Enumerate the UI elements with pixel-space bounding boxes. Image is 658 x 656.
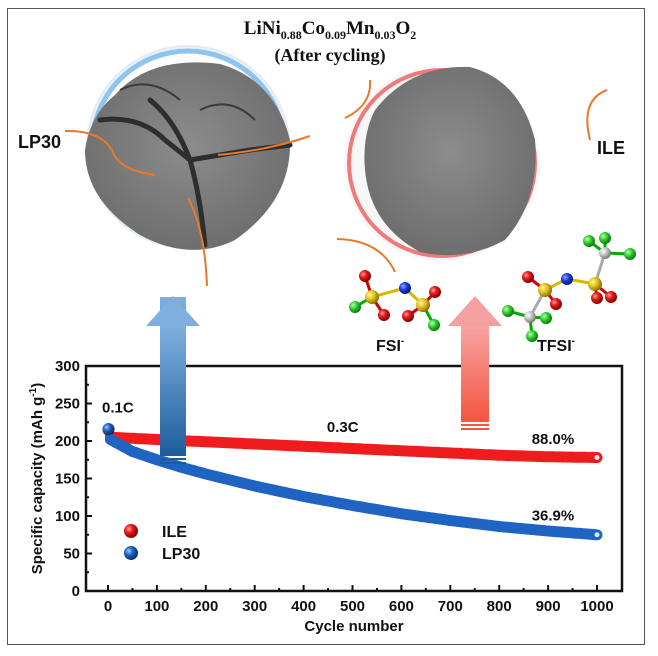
legend: ILE LP30	[124, 524, 200, 563]
x-tick-label: 900	[536, 598, 561, 615]
legend-label-ile: ILE	[162, 524, 187, 541]
x-tick-label: 300	[242, 598, 267, 615]
formula-subscript: 2	[410, 27, 417, 42]
series-layer	[102, 423, 603, 541]
ile-up-arrow	[448, 296, 502, 430]
lp30-up-arrow	[146, 296, 200, 464]
ile-particle-label: ILE	[597, 138, 626, 158]
figure-title-formula: LiNi0.88Co0.09Mn0.03O2	[200, 18, 460, 43]
legend-label-lp30: LP30	[162, 546, 200, 563]
figure-title-subtitle: (After cycling)	[274, 45, 386, 65]
formula-element: LiNi	[243, 18, 281, 39]
y-tick-label: 300	[55, 358, 80, 375]
chart-annotation: 88.0%	[532, 431, 575, 448]
annotations: 0.1C 0.3C 88.0% 36.9%	[102, 400, 574, 525]
y-axis-label: Specific capacity (mAh g-1)	[28, 383, 46, 574]
ile-orange-arrow-bottom	[336, 238, 396, 273]
x-tick-label: 0	[104, 598, 112, 615]
y-tick-label: 250	[55, 396, 80, 413]
legend-marker-ile	[124, 524, 138, 538]
capacity-chart: 0 50 100 150 200 250 300 0 100 200 300 400 500 600 70…	[28, 358, 624, 635]
x-tick-label: 500	[340, 598, 365, 615]
x-axis-label: Cycle number	[304, 618, 403, 635]
y-tick-label: 100	[55, 508, 80, 525]
ile-orange-arrow-right	[586, 89, 608, 141]
x-tick-label: 600	[389, 598, 414, 615]
lp30-particle-group	[64, 45, 311, 287]
lp30-orange-arrow-bottom	[187, 197, 208, 287]
y-tick-label: 0	[72, 583, 80, 600]
x-tick-label: 200	[193, 598, 218, 615]
fsi-molecule	[349, 270, 441, 331]
ile-particle-group	[336, 65, 608, 273]
fsi-label: FSI-	[376, 336, 404, 355]
formula-element: Co	[301, 18, 325, 39]
x-tick-label: 700	[438, 598, 463, 615]
y-tick-label: 200	[55, 433, 80, 450]
formula-element: Mn	[345, 18, 375, 39]
series-lp30-last-point	[594, 532, 600, 538]
series-ile-last-point	[594, 455, 600, 460]
lp30-cracks	[97, 97, 293, 248]
lp30-particle-label: LP30	[18, 132, 62, 152]
ile-particle-image	[364, 66, 536, 256]
x-tick-label: 100	[144, 598, 169, 615]
y-tick-label: 50	[63, 546, 80, 563]
formula-subscript: 0.03	[374, 27, 396, 42]
lp30-fine-cracks	[119, 83, 256, 121]
lp30-orange-arrow-left	[64, 129, 156, 176]
x-tick-label: 400	[291, 598, 316, 615]
y-axis: 0 50 100 150 200 250 300	[55, 358, 92, 600]
x-tick-label: 800	[487, 598, 512, 615]
formula-element: O	[395, 18, 411, 39]
formula-subscript: 0.88	[280, 27, 302, 42]
chart-annotation: 0.1C	[102, 400, 134, 417]
formula-subscript: 0.09	[324, 27, 346, 42]
tfsi-molecule	[502, 232, 636, 342]
series-ile-line	[104, 431, 603, 463]
y-tick-label: 150	[55, 471, 80, 488]
chart-annotation: 36.9%	[532, 508, 575, 525]
series-lp30-first-point	[102, 423, 115, 435]
x-tick-label: 1000	[580, 598, 613, 615]
tfsi-label: TFSI-	[537, 336, 575, 355]
lp30-orange-arrow-right	[217, 135, 311, 156]
x-axis: 0 100 200 300 400 500 600 700 800 900 1000	[104, 585, 614, 615]
series-lp30-line	[104, 434, 603, 541]
chart-annotation: 0.3C	[327, 419, 359, 436]
legend-marker-lp30	[124, 546, 138, 560]
ile-orange-arrow-top	[344, 79, 372, 119]
